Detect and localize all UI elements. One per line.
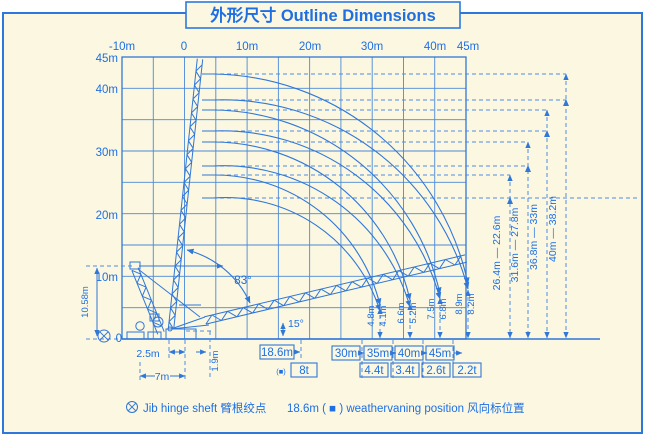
y-tick-0: 0 bbox=[116, 333, 122, 345]
tip-min-35m: 5.2m bbox=[408, 302, 419, 323]
title-group: 外形尺寸 Outline Dimensions bbox=[185, 1, 461, 29]
min-jib-capacity: 8t bbox=[299, 365, 309, 377]
raised-jib-lattice bbox=[167, 58, 204, 330]
y-tick-45m: 45m bbox=[96, 53, 118, 65]
gantry-height-label: 10.58m bbox=[80, 286, 91, 318]
height-range-dimension-lines bbox=[507, 73, 569, 339]
capacity-35m: 3.4t bbox=[395, 365, 415, 377]
max-angle-label: 83° bbox=[234, 275, 251, 287]
tip-min-45m: 8.2m bbox=[466, 293, 477, 314]
tip-min-40m: 6.8m bbox=[438, 298, 449, 319]
tip-max-35m: 6.6m bbox=[396, 302, 407, 323]
jib-length-45m: 45m bbox=[429, 348, 451, 360]
x-tick-45m: 45m bbox=[457, 41, 479, 53]
x-tick-30m: 30m bbox=[361, 41, 383, 53]
min-jib-length: 18.6m bbox=[261, 347, 293, 359]
y-tick-30m: 30m bbox=[96, 147, 118, 159]
height-range-30m: 26.4m — 22.6m bbox=[491, 215, 503, 290]
pendant-line bbox=[137, 268, 201, 318]
footnote: Jib hinge sheft 臂根绞点 18.6m ( ■ ) weather… bbox=[126, 401, 525, 415]
height-range-35m: 31.6m — 27.8m bbox=[509, 207, 521, 282]
x-tick-40m: 40m bbox=[424, 41, 446, 53]
tip-max-45m: 8.9m bbox=[454, 293, 465, 314]
capacity-row: 4.4t 3.4t 2.6t 2.2t bbox=[359, 362, 482, 378]
tip-max-40m: 7.5m bbox=[426, 298, 437, 319]
height-range-40m: 36.8m — 33m bbox=[528, 204, 540, 270]
hinge-offset-label: 2.5m bbox=[136, 348, 160, 360]
min-jib-group: 18.6m (■) 8t bbox=[259, 340, 318, 378]
height-range-45m: 40m — 38.2m bbox=[547, 196, 559, 262]
jib-root bbox=[170, 316, 210, 330]
jib-length-40m: 40m bbox=[398, 348, 420, 360]
height-dashed-lines bbox=[213, 73, 638, 199]
lowered-tip-labels: 4.8m 4.1m 6.6m 5.2m 7.5m 6.8m 8.9m 8.2m bbox=[366, 293, 477, 326]
curve-start-ticks bbox=[202, 73, 213, 199]
min-angle-label: 15° bbox=[288, 318, 304, 330]
x-tick-0: 0 bbox=[181, 41, 187, 53]
jib-length-35m: 35m bbox=[367, 348, 389, 360]
luffing-angle-arc bbox=[186, 248, 251, 304]
lowered-tip-dimension-lines bbox=[377, 289, 471, 339]
base-dimensions: 2.5m 7m 1.9m 10.58m bbox=[80, 267, 221, 383]
tip-max-30m: 4.8m bbox=[366, 305, 377, 326]
diagram-border bbox=[2, 12, 643, 434]
x-tick-10m: 10m bbox=[236, 41, 258, 53]
lowered-jib-lattice bbox=[203, 254, 468, 325]
y-tick-40m: 40m bbox=[96, 84, 118, 96]
hinge-height-label: 1.9m bbox=[210, 350, 221, 371]
x-axis-labels: -10m 0 10m 20m 30m 40m 45m bbox=[109, 41, 479, 53]
y-tick-10m: 10m bbox=[96, 272, 118, 284]
base-length-label: 7m bbox=[155, 371, 170, 383]
weathervane-mark: (■) bbox=[276, 367, 286, 376]
x-tick--10m: -10m bbox=[109, 41, 135, 53]
page-title: 外形尺寸 Outline Dimensions bbox=[210, 5, 436, 25]
capacity-40m: 2.6t bbox=[426, 365, 446, 377]
winch-drum bbox=[135, 321, 145, 331]
capacity-30m: 4.4t bbox=[364, 365, 384, 377]
capacity-45m: 2.2t bbox=[457, 365, 477, 377]
footnote-weathervane-text: 18.6m ( ■ ) weathervaning position 风向标位置 bbox=[287, 401, 525, 415]
x-tick-20m: 20m bbox=[299, 41, 321, 53]
y-tick-20m: 20m bbox=[96, 210, 118, 222]
hinge-shaft-symbol-footnote bbox=[126, 401, 138, 413]
jib-tip-trajectory-curves bbox=[212, 73, 470, 312]
chassis bbox=[165, 328, 197, 340]
jib-length-row: 30m 35m 40m 45m bbox=[331, 340, 463, 378]
winch-drum bbox=[152, 316, 164, 328]
y-axis-labels: 45m 40m 30m 20m 10m 0 bbox=[96, 53, 122, 345]
tip-min-30m: 4.1m bbox=[378, 305, 389, 326]
footnote-hinge-text: Jib hinge sheft 臂根绞点 bbox=[143, 401, 266, 415]
jib-length-30m: 30m bbox=[335, 348, 357, 360]
height-range-labels: 26.4m — 22.6m 31.6m — 27.8m 36.8m — 33m … bbox=[491, 196, 559, 291]
crane-drawing bbox=[86, 58, 600, 340]
